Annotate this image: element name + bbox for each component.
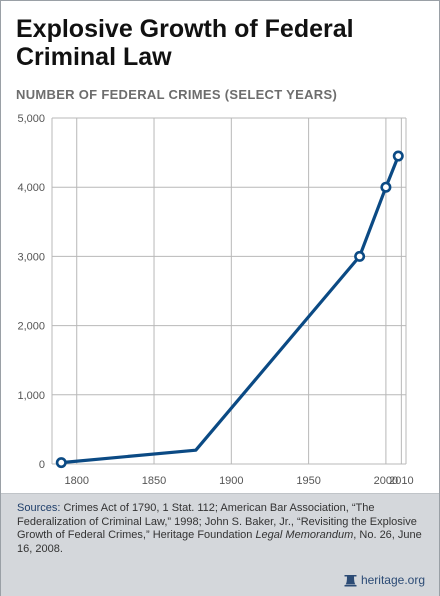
x-tick-label: 2010 xyxy=(389,475,413,487)
y-tick-label: 0 xyxy=(39,459,45,471)
y-tick-label: 1,000 xyxy=(17,390,45,402)
data-point xyxy=(354,250,366,262)
sources-body: Crimes Act of 1790, 1 Stat. 112; America… xyxy=(17,502,417,541)
y-tick-label: 5,000 xyxy=(17,113,45,125)
x-tick-label: 1950 xyxy=(296,475,320,487)
y-tick-label: 4,000 xyxy=(17,182,45,194)
x-tick-label: 1900 xyxy=(219,475,243,487)
data-point xyxy=(380,181,392,193)
logo-text: heritage.org xyxy=(360,573,425,587)
chart-title: Explosive Growth of Federal Criminal Law xyxy=(16,15,354,71)
series-line xyxy=(61,155,400,465)
data-point xyxy=(55,457,67,469)
sources-text: Sources: Crimes Act of 1790, 1 Stat. 112… xyxy=(17,502,427,556)
sources-box: Sources: Crimes Act of 1790, 1 Stat. 112… xyxy=(1,493,439,596)
data-point xyxy=(392,150,404,162)
heritage-logo[interactable]: heritage.org xyxy=(344,573,425,587)
x-tick-label: 2000 xyxy=(374,475,398,487)
chart-subtitle: NUMBER OF FEDERAL CRIMES (SELECT YEARS) xyxy=(16,87,338,102)
sources-suffix: , No. 26, June 16, 2008. xyxy=(17,529,422,555)
line-chart: 0 1,000 2,000 3,000 4,000 5,000 1800 1850 1900 19… xyxy=(17,113,413,487)
x-tick-label: 1800 xyxy=(64,475,88,487)
sources-prefix: Sources: xyxy=(17,502,61,514)
sources-italic: Legal Memorandum xyxy=(255,529,354,541)
x-tick-label: 1850 xyxy=(142,475,166,487)
y-tick-label: 3,000 xyxy=(17,251,45,263)
y-tick-label: 2,000 xyxy=(17,321,45,333)
bell-icon xyxy=(344,574,357,587)
